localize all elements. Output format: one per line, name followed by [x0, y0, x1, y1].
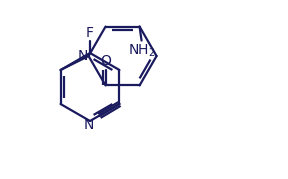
Text: F: F — [86, 26, 94, 40]
Text: O: O — [100, 54, 111, 68]
Text: NH$_2$: NH$_2$ — [128, 43, 156, 59]
Text: N: N — [84, 118, 94, 132]
Text: N: N — [77, 49, 88, 63]
